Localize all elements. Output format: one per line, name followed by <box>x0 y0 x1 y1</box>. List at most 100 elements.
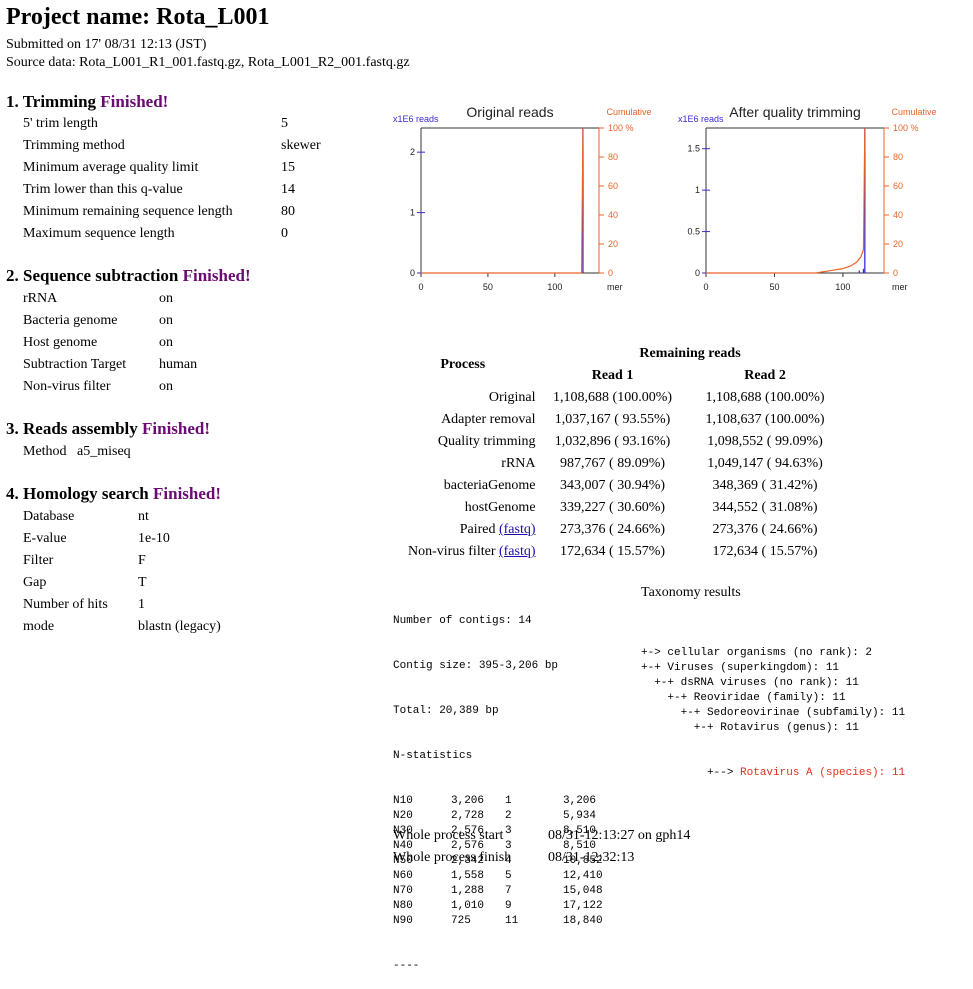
read2-value: 1,108,637 (100.00%) <box>705 412 825 427</box>
process-name-text: Non-virus filter <box>408 544 496 559</box>
read2-value: 273,376 ( 24.66%) <box>712 522 818 537</box>
fastq-link[interactable]: (fastq) <box>498 522 536 537</box>
param-value: 14 <box>281 182 295 197</box>
read2-value: 172,634 ( 15.57%) <box>712 544 818 559</box>
taxonomy-line: +-+ Viruses (superkingdom): 11 <box>641 662 840 674</box>
assembly-params: Method a5_miseq <box>23 441 131 463</box>
nstat-cell: N70 <box>393 885 413 897</box>
y2-tick-label: 80 <box>893 152 903 162</box>
nstat-row: N40 2,576 3 8,510 <box>393 839 623 854</box>
nstat-cell: 2,342 <box>451 855 485 867</box>
y-tick-label: 1.5 <box>687 144 700 154</box>
contig-stats: Number of contigs: 14 Contig size: 395-3… <box>393 584 623 989</box>
nstat-cell: 11 <box>505 915 519 927</box>
param-value: nt <box>138 509 149 524</box>
status-finished: Finished! <box>153 484 222 503</box>
param-value: 5 <box>281 116 288 131</box>
taxonomy-line: +-+ Rotavirus (genus): 11 <box>641 722 859 734</box>
nstat-cell: 15,048 <box>563 885 603 897</box>
process-name: Adapter removal <box>408 409 538 431</box>
y2-tick-label: 0 <box>608 268 613 278</box>
y-tick-label: 2 <box>410 147 415 157</box>
table-row: Non-virus filter (fastq) 172,634 ( 15.57%… <box>408 541 843 563</box>
nstat-cell: 3 <box>505 825 512 837</box>
nstat-cell: 1,010 <box>451 900 485 912</box>
chart-y2label: Cumulative <box>891 107 936 117</box>
param-label: Gap <box>23 575 47 590</box>
trimming-params: 5' trim length 5 Trimming method skewer Mi… <box>23 113 321 245</box>
param-label: Trim lower than this q-value <box>23 182 183 197</box>
nstat-row: N10 3,206 1 3,206 <box>393 794 623 809</box>
nstat-cell: 1,558 <box>451 870 485 882</box>
nstat-cell: 10,852 <box>563 855 603 867</box>
param-label: Non-virus filter <box>23 379 111 394</box>
chart-original-reads: Original reads x1E6 reads Cumulative mer 0 50… <box>393 104 652 292</box>
nstat-cell: 12,410 <box>563 870 603 882</box>
contig-count: Number of contigs: 14 <box>393 615 532 627</box>
param-label: Database <box>23 509 75 524</box>
nstat-cell: N10 <box>393 795 413 807</box>
nstat-cell: 2 <box>505 810 512 822</box>
x-tick-label: 100 <box>547 282 562 292</box>
status-finished: Finished! <box>100 92 169 111</box>
nstat-cell: N90 <box>393 915 413 927</box>
col-read2-header: Read 2 <box>744 368 786 383</box>
read1-value: 1,032,896 ( 93.16%) <box>554 434 671 449</box>
finish-value: 08/31-12:32:13 <box>548 850 635 865</box>
nstat-cell: 9 <box>505 900 512 912</box>
fastq-link[interactable]: (fastq) <box>498 544 536 559</box>
process-name-text: bacteriaGenome <box>443 478 536 493</box>
contig-total: Total: 20,389 bp <box>393 705 499 717</box>
taxonomy-line: +-+ Reoviridae (family): 11 <box>641 692 846 704</box>
status-finished: Finished! <box>142 419 211 438</box>
param-value: F <box>138 553 146 568</box>
taxonomy-line: +-+ Sedoreovirinae (subfamily): 11 <box>641 707 906 719</box>
nstat-cell: N40 <box>393 840 413 852</box>
table-row: Quality trimming 1,032,896 ( 93.16%) 1,098… <box>408 431 843 453</box>
nstat-cell: 2,576 <box>451 840 485 852</box>
nstat-cell: 3,206 <box>563 795 597 807</box>
nstat-row: N70 1,288 7 15,048 <box>393 884 623 899</box>
process-name: hostGenome <box>408 497 538 519</box>
nstat-row: N50 2,342 4 10,852 <box>393 854 623 869</box>
nstat-cell: N80 <box>393 900 413 912</box>
nstat-cell: N50 <box>393 855 413 867</box>
table-row: Original 1,108,688 (100.00%) 1,108,688 (10… <box>408 387 843 409</box>
chart-xlabel: mer <box>892 282 908 292</box>
x-tick-label: 100 <box>835 282 850 292</box>
param-label: Minimum average quality limit <box>23 160 199 175</box>
nstat-cell: 18,840 <box>563 915 603 927</box>
taxonomy-title: Taxonomy results <box>641 585 741 600</box>
read1-value: 343,007 ( 30.94%) <box>560 478 666 493</box>
read1-value: 273,376 ( 24.66%) <box>560 522 666 537</box>
nstat-cell: 1,288 <box>451 885 485 897</box>
nstat-row: N80 1,010 9 17,122 <box>393 899 623 914</box>
param-value: on <box>159 379 173 394</box>
table-row: hostGenome 339,227 ( 30.60%) 344,552 ( 31.… <box>408 497 843 519</box>
param-value: on <box>159 313 173 328</box>
process-timing: Whole process start 08/31-12:13:27 on gph… <box>393 825 690 869</box>
chart-axes <box>705 128 884 274</box>
table-row: bacteriaGenome 343,007 ( 30.94%) 348,369 (… <box>408 475 843 497</box>
y2-tick-label: 20 <box>893 239 903 249</box>
reads-table: Process Remaining reads Read 1 Read 2 Or… <box>408 343 843 563</box>
taxonomy-tree: +-> cellular organisms (no rank): 2 +-+ V… <box>641 616 905 796</box>
read1-value: 987,767 ( 89.09%) <box>560 456 666 471</box>
nstat-cell: 2,576 <box>451 825 485 837</box>
param-label: Filter <box>23 553 54 568</box>
param-value: 1e-10 <box>138 531 170 546</box>
chart-ylabel: x1E6 reads <box>393 114 439 124</box>
process-name-text: Original <box>488 390 536 405</box>
taxonomy-leaf-text: Rotavirus A (species): 11 <box>740 767 906 779</box>
table-row: Adapter removal 1,037,167 ( 93.55%) 1,108,… <box>408 409 843 431</box>
nstat-cell: 7 <box>505 885 512 897</box>
nstat-heading: N-statistics <box>393 750 473 762</box>
section-title: 3. Reads assembly <box>6 419 138 438</box>
y2-tick-label: 40 <box>608 210 618 220</box>
taxonomy-line: +-> cellular organisms (no rank): 2 <box>641 647 873 659</box>
homology-params: Database nt E-value 1e-10 Filter F Gap T Num… <box>23 506 221 638</box>
col-read1-header: Read 1 <box>591 368 634 383</box>
param-value: 80 <box>281 204 295 219</box>
y-tick-label: 0.5 <box>687 227 700 237</box>
section-subtraction-heading: 2. Sequence subtraction Finished! <box>6 266 251 286</box>
